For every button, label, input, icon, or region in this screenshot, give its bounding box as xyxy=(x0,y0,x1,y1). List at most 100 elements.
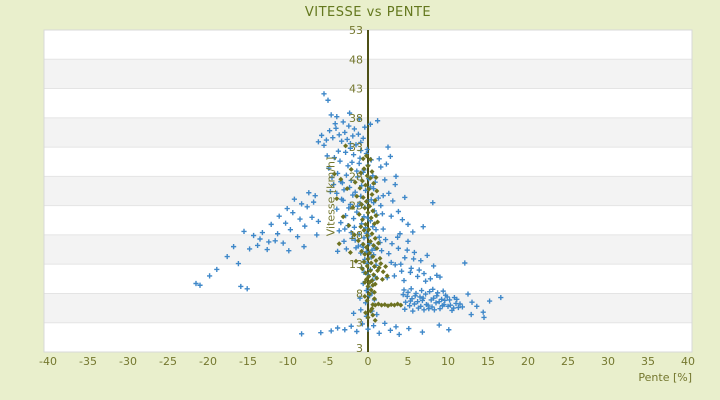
data-point-vitesse-vs-pente xyxy=(311,199,317,205)
data-point-vitesse-vs-pente xyxy=(302,223,308,229)
data-point-cluster-pente-zero xyxy=(366,227,372,233)
data-point-vitesse-vs-pente xyxy=(382,177,388,183)
data-point-cluster-pente-zero xyxy=(375,240,381,246)
x-tick-label: 35 xyxy=(641,355,655,368)
data-point-vitesse-vs-pente xyxy=(354,209,360,215)
data-point-vitesse-vs-pente xyxy=(375,195,381,201)
data-point-vitesse-vs-pente xyxy=(462,260,468,266)
data-point-vitesse-vs-pente xyxy=(487,298,493,304)
data-point-vitesse-vs-pente xyxy=(326,165,332,171)
data-point-vitesse-vs-pente xyxy=(315,218,321,225)
data-point-vitesse-vs-pente xyxy=(207,273,213,279)
x-tick-label: 25 xyxy=(561,355,575,368)
data-point-cluster-pente-zero xyxy=(363,153,369,159)
data-point-cluster-pente-zero xyxy=(362,251,368,257)
data-point-vitesse-vs-pente xyxy=(480,309,486,315)
data-point-cluster-pente-zero xyxy=(350,204,356,210)
data-point-vitesse-vs-pente xyxy=(304,204,310,210)
data-point-vitesse-vs-pente xyxy=(383,236,389,243)
data-point-cluster-pente-zero xyxy=(363,199,369,205)
data-point-vitesse-vs-pente xyxy=(287,227,293,233)
data-point-vitesse-vs-pente xyxy=(415,273,421,280)
data-point-vitesse-vs-pente xyxy=(332,121,338,127)
data-point-cluster-pente-zero xyxy=(367,308,373,314)
data-point-vitesse-vs-pente xyxy=(382,320,388,326)
data-point-cluster-pente-zero xyxy=(363,310,369,316)
x-tick-label: 10 xyxy=(441,355,455,368)
data-point-vitesse-vs-pente xyxy=(398,261,404,267)
data-point-cluster-pente-zero xyxy=(357,185,363,191)
data-point-vitesse-vs-pente xyxy=(357,295,363,301)
data-point-cluster-pente-zero xyxy=(363,270,369,276)
data-point-vitesse-vs-pente xyxy=(380,193,386,199)
data-point-vitesse-vs-pente xyxy=(272,238,278,244)
data-point-vitesse-vs-pente xyxy=(328,112,334,118)
data-point-vitesse-vs-pente xyxy=(347,110,353,116)
data-point-vitesse-vs-pente xyxy=(299,201,305,207)
data-point-vitesse-vs-pente xyxy=(334,114,340,120)
data-point-vitesse-vs-pente xyxy=(421,307,427,313)
data-point-vitesse-vs-pente xyxy=(350,133,356,139)
data-point-vitesse-vs-pente xyxy=(386,251,392,257)
data-point-vitesse-vs-pente xyxy=(350,192,356,198)
data-point-cluster-pente-zero xyxy=(363,221,369,227)
data-point-vitesse-vs-pente xyxy=(333,125,339,131)
data-point-vitesse-vs-pente xyxy=(314,232,320,238)
data-point-cluster-pente-zero xyxy=(373,258,379,264)
data-point-cluster-pente-zero xyxy=(364,297,370,303)
data-point-vitesse-vs-pente xyxy=(364,146,370,153)
data-point-cluster-pente-zero xyxy=(371,289,377,295)
y-tick-label: 8 xyxy=(356,287,363,300)
data-point-vitesse-vs-pente xyxy=(407,303,413,309)
data-point-cluster-pente-zero xyxy=(378,261,384,267)
data-point-vitesse-vs-pente xyxy=(321,91,327,97)
data-point-vitesse-vs-pente xyxy=(399,217,405,223)
data-point-cluster-pente-zero xyxy=(370,208,376,214)
data-point-vitesse-vs-pente xyxy=(474,303,480,309)
data-point-cluster-pente-zero xyxy=(373,213,379,219)
data-point-vitesse-vs-pente xyxy=(459,304,465,310)
data-point-vitesse-vs-pente xyxy=(348,229,354,236)
data-point-vitesse-vs-pente xyxy=(387,327,393,333)
data-point-cluster-pente-zero xyxy=(354,193,360,199)
data-point-cluster-pente-zero xyxy=(361,166,367,172)
data-point-cluster-pente-zero xyxy=(367,268,373,274)
data-point-vitesse-vs-pente xyxy=(411,301,417,307)
data-point-vitesse-vs-pente xyxy=(244,286,250,292)
x-tick-label: 15 xyxy=(481,355,495,368)
data-point-cluster-pente-zero xyxy=(369,192,375,198)
data-point-vitesse-vs-pente xyxy=(351,152,357,158)
x-tick-label: 40 xyxy=(681,355,695,368)
data-point-cluster-pente-zero xyxy=(363,244,369,250)
x-tick-label: -10 xyxy=(279,355,297,368)
data-point-vitesse-vs-pente xyxy=(283,220,289,226)
data-point-vitesse-vs-pente xyxy=(299,331,305,337)
data-point-vitesse-vs-pente xyxy=(431,307,437,313)
data-point-vitesse-vs-pente xyxy=(389,241,395,247)
data-point-vitesse-vs-pente xyxy=(359,321,365,327)
data-point-cluster-pente-zero xyxy=(366,186,372,192)
data-point-vitesse-vs-pente xyxy=(434,272,440,278)
data-point-vitesse-vs-pente xyxy=(286,248,292,254)
data-point-vitesse-vs-pente xyxy=(404,247,410,253)
data-point-vitesse-vs-pente xyxy=(336,132,342,138)
data-point-vitesse-vs-pente xyxy=(241,228,247,234)
data-point-vitesse-vs-pente xyxy=(259,229,265,236)
data-point-vitesse-vs-pente xyxy=(361,214,367,220)
data-point-cluster-pente-zero xyxy=(364,173,370,179)
data-point-vitesse-vs-pente xyxy=(419,329,425,335)
data-point-cluster-pente-zero xyxy=(374,188,380,194)
data-point-vitesse-vs-pente xyxy=(440,288,446,294)
data-point-vitesse-vs-pente xyxy=(454,296,460,302)
data-point-vitesse-vs-pente xyxy=(336,228,342,234)
data-point-vitesse-vs-pente xyxy=(346,205,352,211)
data-point-cluster-pente-zero xyxy=(383,264,389,270)
data-point-vitesse-vs-pente xyxy=(397,231,403,237)
data-point-vitesse-vs-pente xyxy=(385,144,391,150)
data-point-cluster-pente-zero xyxy=(363,182,369,188)
x-tick-label: -30 xyxy=(119,355,137,368)
data-point-vitesse-vs-pente xyxy=(309,214,315,220)
data-point-cluster-pente-zero xyxy=(365,163,371,169)
data-point-vitesse-vs-pente xyxy=(390,198,396,204)
data-point-vitesse-vs-pente xyxy=(352,189,358,195)
